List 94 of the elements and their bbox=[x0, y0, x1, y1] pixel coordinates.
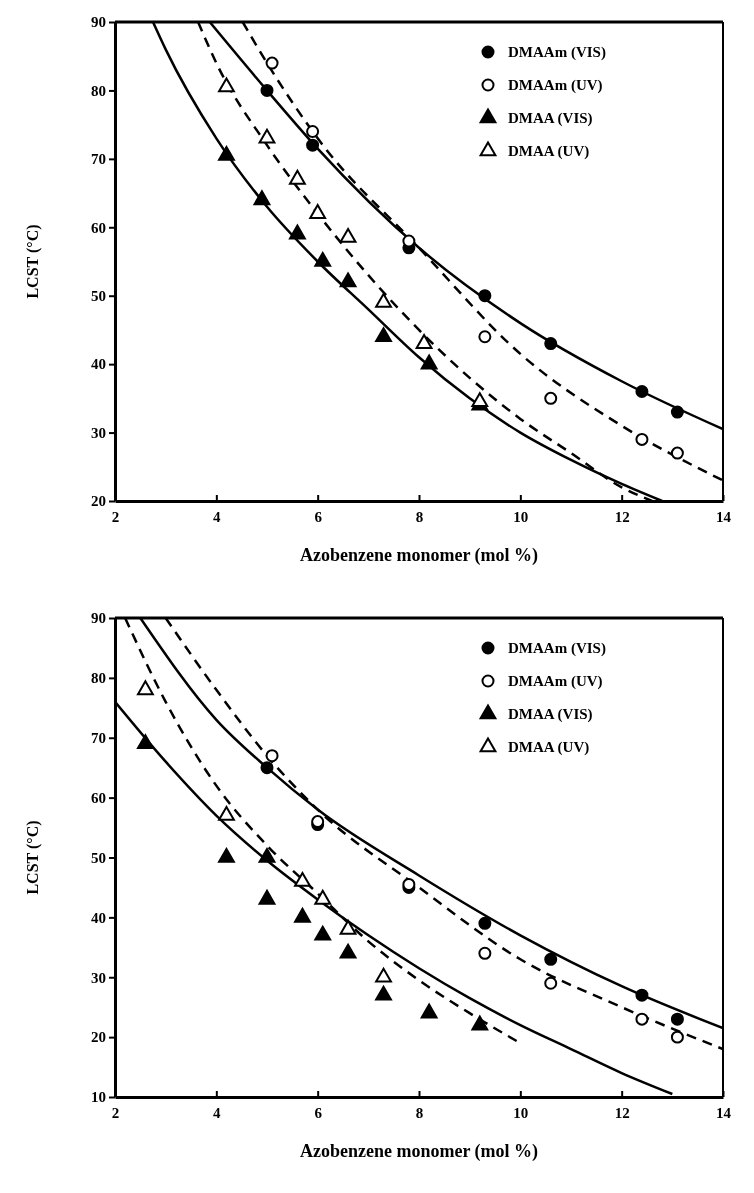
legend-label: DMAAm (VIS) bbox=[508, 44, 606, 61]
y-tick-label: 80 bbox=[91, 670, 106, 687]
point bbox=[670, 446, 684, 460]
x-tick-label: 14 bbox=[716, 509, 732, 525]
point bbox=[375, 293, 392, 308]
point bbox=[420, 354, 438, 370]
point bbox=[294, 907, 311, 923]
point bbox=[375, 327, 392, 343]
point bbox=[471, 1015, 489, 1031]
point bbox=[339, 919, 357, 935]
y-tick-label: 30 bbox=[91, 424, 106, 441]
point bbox=[478, 289, 492, 303]
point bbox=[339, 943, 357, 959]
point bbox=[218, 77, 235, 93]
point bbox=[635, 1012, 649, 1026]
point bbox=[544, 391, 558, 405]
legend-label: DMAAm (VIS) bbox=[508, 640, 606, 657]
y-tick-label: 50 bbox=[91, 288, 106, 305]
x-tick-label: 4 bbox=[213, 509, 222, 525]
x-tick-label: 12 bbox=[614, 509, 630, 525]
x-axis-title: Azobenzene monomer (mol %) bbox=[299, 545, 539, 566]
x-tick-label: 6 bbox=[314, 509, 323, 525]
x-tick-label: 14 bbox=[716, 1105, 732, 1121]
y-tick-label: 40 bbox=[91, 909, 106, 926]
point bbox=[258, 847, 276, 863]
x-tick-label: 6 bbox=[314, 1105, 323, 1121]
point bbox=[136, 680, 154, 696]
point bbox=[375, 967, 392, 983]
point bbox=[314, 925, 332, 941]
point bbox=[635, 385, 649, 398]
point bbox=[288, 169, 306, 185]
x-tick-label: 12 bbox=[614, 1105, 630, 1121]
legend-label: DMAA (VIS) bbox=[508, 110, 593, 127]
y-tick-label: 90 bbox=[91, 14, 106, 31]
legend-label: DMAA (UV) bbox=[508, 143, 590, 160]
point bbox=[670, 1012, 684, 1026]
point bbox=[258, 128, 276, 144]
point bbox=[635, 988, 649, 1002]
y-tick-label: 90 bbox=[91, 610, 106, 627]
point bbox=[288, 224, 306, 240]
point bbox=[670, 405, 684, 419]
y-tick-label: 30 bbox=[91, 969, 106, 986]
point bbox=[544, 952, 558, 966]
point bbox=[339, 272, 357, 288]
point bbox=[265, 56, 279, 70]
point bbox=[253, 190, 271, 206]
y-tick-label: 70 bbox=[91, 730, 106, 747]
point bbox=[218, 806, 235, 821]
legend-label: DMAAm (UV) bbox=[508, 673, 603, 690]
point bbox=[478, 946, 492, 960]
x-tick-label: 8 bbox=[415, 1105, 424, 1121]
x-tick-label: 10 bbox=[513, 1105, 529, 1121]
point bbox=[136, 734, 154, 750]
point bbox=[314, 889, 332, 905]
point bbox=[375, 985, 392, 1001]
x-tick-label: 4 bbox=[213, 1105, 222, 1121]
point bbox=[478, 330, 492, 344]
point bbox=[258, 889, 276, 905]
point bbox=[339, 228, 357, 243]
x-tick-label: 8 bbox=[415, 509, 424, 525]
point bbox=[544, 976, 558, 990]
point bbox=[260, 83, 274, 97]
legend-label: DMAA (UV) bbox=[508, 739, 590, 756]
point bbox=[218, 145, 235, 161]
point bbox=[544, 337, 558, 351]
point bbox=[420, 1003, 438, 1019]
y-tick-label: 10 bbox=[91, 1089, 106, 1106]
point bbox=[314, 251, 332, 267]
point bbox=[415, 334, 433, 349]
y-tick-label: 20 bbox=[91, 1029, 106, 1046]
point bbox=[218, 847, 235, 863]
y-tick-label: 70 bbox=[91, 151, 106, 168]
x-tick-label: 2 bbox=[111, 509, 120, 525]
x-tick-label: 2 bbox=[111, 1105, 120, 1121]
point bbox=[294, 871, 311, 887]
y-tick-label: 20 bbox=[91, 493, 106, 510]
y-tick-label: 80 bbox=[91, 82, 106, 99]
y-tick-label: 60 bbox=[91, 219, 106, 236]
y-axis-title: LCST (°C) bbox=[24, 820, 42, 895]
point bbox=[670, 1030, 684, 1044]
point bbox=[635, 432, 649, 446]
y-tick-label: 60 bbox=[91, 789, 106, 806]
y-tick-label: 50 bbox=[91, 849, 106, 866]
y-tick-label: 40 bbox=[91, 356, 106, 373]
x-axis-title: Azobenzene monomer (mol %) bbox=[299, 1141, 539, 1162]
point bbox=[478, 916, 492, 930]
point bbox=[402, 234, 416, 248]
point bbox=[309, 204, 327, 219]
point bbox=[306, 138, 320, 152]
legend-label: DMAA (VIS) bbox=[508, 706, 593, 723]
x-tick-label: 10 bbox=[513, 509, 529, 525]
y-axis-title: LCST (°C) bbox=[24, 224, 42, 299]
legend-label: DMAAm (UV) bbox=[508, 77, 603, 94]
point bbox=[306, 125, 320, 138]
